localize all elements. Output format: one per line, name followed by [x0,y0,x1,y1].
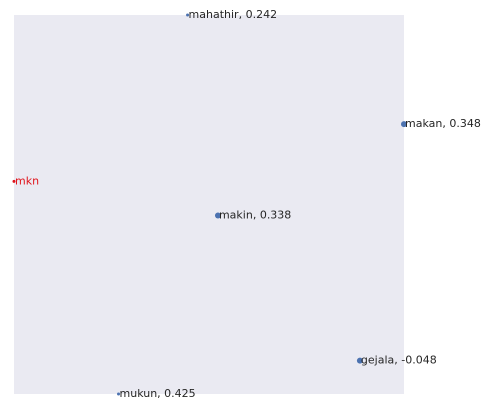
data-point [214,212,221,219]
data-point-label: gejala, -0.048 [361,354,437,367]
data-point [401,121,407,128]
data-point [356,357,363,364]
data-point [186,13,190,17]
plot-area [14,15,404,394]
data-point [12,179,16,183]
data-point-label: mahathir, 0.242 [189,8,278,21]
labels-layer: mahathir, 0.242 makan, 0.348 mkn makin, 0.3… [15,8,481,400]
data-point [117,392,121,396]
data-point-label: makin, 0.338 [219,208,291,221]
data-point-label: makan, 0.348 [405,117,481,130]
data-point-label: mukun, 0.425 [120,387,196,400]
points-layer [12,13,407,396]
data-point-label: mkn [15,174,39,187]
